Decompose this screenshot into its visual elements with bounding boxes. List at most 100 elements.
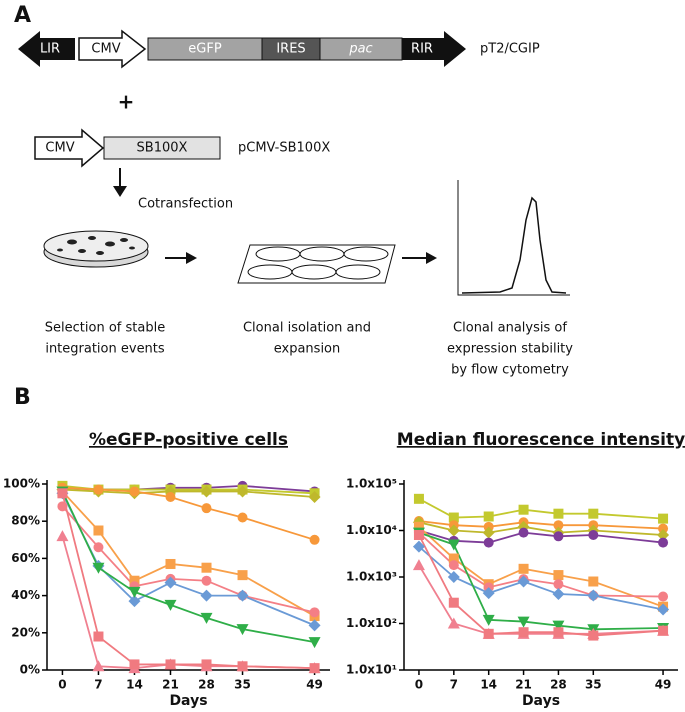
series-line	[61, 490, 316, 617]
marker	[308, 491, 321, 504]
marker	[57, 501, 68, 512]
cmv-arrow	[78, 29, 147, 69]
part-label: IRES	[276, 42, 305, 57]
marker	[200, 485, 213, 498]
panel-label: B	[14, 385, 31, 410]
marker	[309, 534, 320, 545]
marker	[448, 512, 459, 523]
marker	[658, 625, 669, 636]
marker	[237, 661, 248, 672]
lir-arrow	[18, 31, 75, 67]
marker	[93, 484, 104, 495]
construct-name: pCMV-SB100X	[238, 141, 330, 156]
marker	[518, 504, 529, 515]
marker	[200, 589, 213, 602]
y-tick-label: 1.0x10²	[346, 616, 397, 630]
marker	[518, 627, 529, 638]
part-label: LIR	[40, 42, 60, 57]
marker	[236, 485, 249, 498]
part-label: CMV	[45, 141, 74, 156]
marker	[308, 619, 321, 632]
marker	[93, 631, 104, 642]
y-tick-label: 1.0x10⁴	[346, 523, 397, 537]
x-tick-label: 28	[550, 678, 567, 692]
part-label: CMV	[91, 42, 120, 57]
multiwell-plate	[237, 244, 396, 284]
marker	[447, 539, 460, 551]
caption: integration events	[45, 342, 165, 357]
x-tick-label: 49	[306, 678, 323, 692]
x-tick-label: 21	[515, 678, 532, 692]
marker	[518, 563, 529, 574]
y-tick-label: 1.0x10⁵	[346, 477, 397, 491]
marker	[658, 513, 669, 524]
rir-arrow	[402, 31, 466, 67]
x-tick-label: 14	[126, 678, 143, 692]
plus: +	[118, 90, 135, 114]
marker	[553, 520, 564, 531]
marker	[200, 612, 213, 624]
marker	[447, 617, 460, 629]
marker	[447, 571, 460, 583]
caption: expansion	[274, 342, 341, 357]
marker	[587, 589, 600, 602]
petri-dish	[43, 230, 149, 268]
marker	[413, 493, 424, 504]
marker	[483, 628, 494, 639]
x-tick-label: 28	[198, 678, 215, 692]
x-tick-label: 7	[94, 678, 102, 692]
x-tick-label: 49	[655, 678, 672, 692]
marker	[553, 579, 564, 590]
marker	[165, 659, 176, 670]
chart-title: %eGFP-positive cells	[89, 430, 288, 450]
x-axis-label: Days	[522, 693, 560, 709]
marker	[553, 627, 564, 638]
caption: by flow cytometry	[451, 363, 569, 378]
chart-title: Median fluorescence intensity	[397, 430, 685, 450]
marker	[517, 575, 530, 588]
marker	[517, 616, 530, 628]
marker	[448, 553, 459, 564]
x-tick-label: 35	[585, 678, 602, 692]
marker	[201, 503, 212, 514]
marker	[129, 486, 140, 497]
marker	[552, 620, 565, 632]
series-line	[61, 535, 315, 670]
marker	[553, 508, 564, 519]
marker	[129, 575, 140, 586]
y-tick-label: 60%	[11, 551, 40, 565]
marker	[658, 523, 669, 534]
marker	[658, 591, 669, 602]
cmv-arrow	[34, 128, 105, 168]
marker	[236, 589, 249, 602]
arrow-head	[113, 186, 127, 197]
marker	[553, 531, 564, 542]
x-tick-label: 14	[480, 678, 497, 692]
marker	[128, 595, 141, 608]
captions: Selection of stable integration events C…	[45, 321, 573, 378]
marker	[92, 660, 105, 672]
marker	[128, 586, 141, 598]
marker	[588, 576, 599, 587]
marker	[413, 521, 424, 532]
marker	[56, 530, 69, 542]
histogram-icon	[457, 180, 570, 296]
x-tick-label: 0	[58, 678, 66, 692]
series-line	[61, 492, 315, 627]
y-tick-label: 40%	[11, 588, 40, 602]
y-tick-label: 1.0x10¹	[346, 663, 397, 677]
marker	[237, 570, 248, 581]
y-tick-label: 100%	[3, 477, 40, 491]
marker	[165, 492, 176, 503]
caption: Selection of stable	[45, 321, 165, 336]
x-tick-label: 0	[415, 678, 423, 692]
marker	[309, 663, 320, 674]
y-tick-label: 80%	[11, 514, 40, 528]
y-tick-label: 0%	[20, 663, 40, 677]
marker	[588, 530, 599, 541]
panel-label: A	[14, 3, 31, 28]
x-tick-label: 21	[162, 678, 179, 692]
x-axis-label: Days	[169, 693, 207, 709]
marker	[448, 597, 459, 608]
part-label: pac	[348, 42, 372, 57]
